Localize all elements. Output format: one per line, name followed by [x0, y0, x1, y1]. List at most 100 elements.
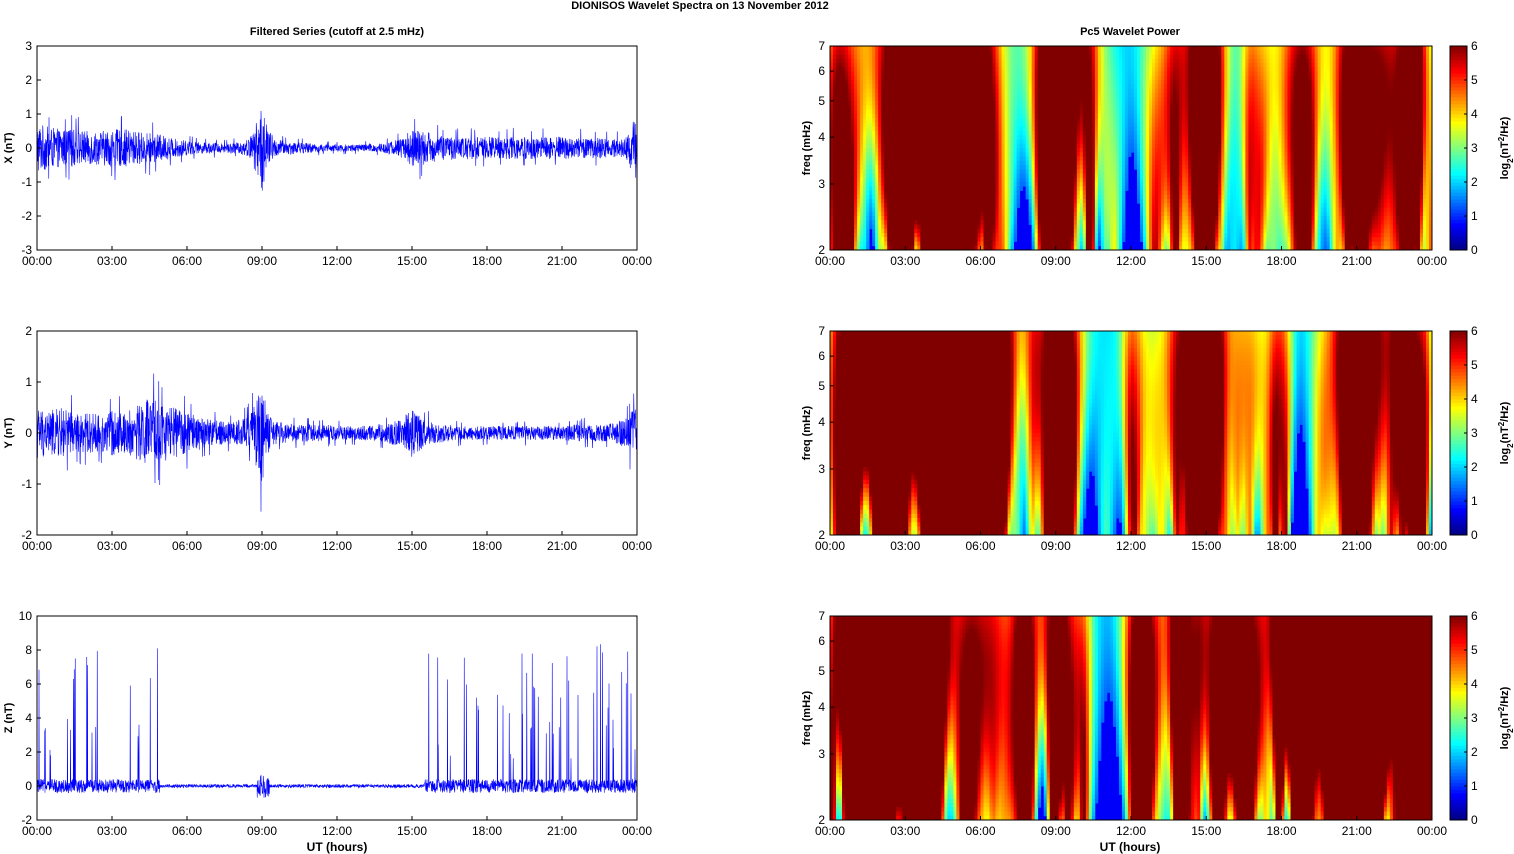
heatmap-cell: [1248, 84, 1251, 89]
heatmap-cell: [947, 46, 950, 51]
heatmap-cell: [908, 140, 911, 145]
heatmap-cell: [1420, 135, 1423, 140]
heatmap-cell: [878, 76, 881, 81]
heatmap-cell: [1098, 123, 1101, 128]
heatmap-cell: [1143, 55, 1146, 60]
heatmap-cell: [959, 131, 962, 136]
heatmap-cell: [987, 140, 990, 145]
heatmap-cell: [1411, 93, 1414, 98]
heatmap-cell: [836, 89, 839, 94]
heatmap-cell: [1023, 80, 1026, 85]
heatmap-cell: [1137, 67, 1140, 72]
heatmap-cell: [1224, 76, 1227, 81]
heatmap-cell: [1071, 50, 1074, 55]
heatmap-cell: [1077, 93, 1080, 98]
heatmap-cell: [1134, 80, 1137, 85]
heatmap-cell: [1005, 144, 1008, 149]
heatmap-cell: [878, 93, 881, 98]
heatmap-cell: [1152, 131, 1155, 136]
heatmap-cell: [1164, 72, 1167, 77]
heatmap-cell: [1200, 67, 1203, 72]
heatmap-cell: [1206, 67, 1209, 72]
heatmap-cell: [914, 84, 917, 89]
heatmap-cell: [848, 148, 851, 153]
heatmap-cell: [1254, 127, 1257, 132]
heatmap-cell: [1230, 50, 1233, 55]
heatmap-cell: [1345, 80, 1348, 85]
heatmap-cell: [929, 131, 932, 136]
heatmap-cell: [842, 76, 845, 81]
heatmap-cell: [932, 140, 935, 145]
heatmap-cell: [1411, 131, 1414, 136]
heatmap-cell: [1143, 59, 1146, 64]
heatmap-cell: [1288, 140, 1291, 145]
heatmap-cell: [917, 135, 920, 140]
heatmap-cell: [1170, 67, 1173, 72]
heatmap-cell: [990, 67, 993, 72]
heatmap-cell: [833, 76, 836, 81]
heatmap-cell: [1122, 89, 1125, 94]
heatmap-cell: [1203, 46, 1206, 51]
heatmap-cell: [1182, 55, 1185, 60]
heatmap-cell: [1092, 76, 1095, 81]
heatmap-cell: [974, 127, 977, 132]
heatmap-cell: [1035, 110, 1038, 115]
heatmap-cell: [932, 93, 935, 98]
heatmap-cell: [990, 131, 993, 136]
heatmap-cell: [1134, 127, 1137, 132]
heatmap-cell: [950, 63, 953, 68]
heatmap-cell: [881, 118, 884, 123]
heatmap-cell: [1050, 89, 1053, 94]
heatmap-cell: [1200, 76, 1203, 81]
heatmap-cell: [938, 123, 941, 128]
heatmap-cell: [1315, 46, 1318, 51]
heatmap-cell: [1164, 46, 1167, 51]
heatmap-cell: [1200, 63, 1203, 68]
heatmap-cell: [1378, 93, 1381, 98]
heatmap-cell: [962, 127, 965, 132]
heatmap-cell: [1269, 84, 1272, 89]
heatmap-cell: [905, 50, 908, 55]
heatmap-cell: [1044, 114, 1047, 119]
heatmap-cell: [1354, 93, 1357, 98]
heatmap-cell: [1363, 97, 1366, 102]
heatmap-cell: [1254, 72, 1257, 77]
heatmap-cell: [836, 114, 839, 119]
heatmap-cell: [990, 46, 993, 51]
heatmap-cell: [996, 97, 999, 102]
heatmap-cell: [1083, 76, 1086, 81]
heatmap-cell: [1300, 97, 1303, 102]
heatmap-cell: [1212, 59, 1215, 64]
heatmap-cell: [1110, 118, 1113, 123]
heatmap-cell: [1324, 106, 1327, 111]
heatmap-cell: [1161, 123, 1164, 128]
heatmap-cell: [953, 140, 956, 145]
heatmap-cell: [1080, 76, 1083, 81]
heatmap-cell: [1396, 67, 1399, 72]
heatmap-cell: [1164, 144, 1167, 149]
heatmap-cell: [1411, 76, 1414, 81]
heatmap-cell: [1119, 106, 1122, 111]
heatmap-cell: [1426, 140, 1429, 145]
heatmap-cell: [851, 118, 854, 123]
heatmap-cell: [914, 76, 917, 81]
heatmap-cell: [1306, 144, 1309, 149]
heatmap-cell: [1227, 101, 1230, 106]
heatmap-cell: [1029, 144, 1032, 149]
heatmap-cell: [860, 63, 863, 68]
heatmap-cell: [902, 101, 905, 106]
heatmap-cell: [1363, 84, 1366, 89]
heatmap-cell: [929, 63, 932, 68]
heatmap-cell: [956, 106, 959, 111]
heatmap-cell: [1288, 123, 1291, 128]
heatmap-cell: [851, 46, 854, 51]
heatmap-cell: [1294, 84, 1297, 89]
heatmap-cell: [905, 67, 908, 72]
heatmap-cell: [1297, 46, 1300, 51]
heatmap-cell: [1035, 93, 1038, 98]
heatmap-cell: [1002, 110, 1005, 115]
heatmap-cell: [987, 50, 990, 55]
heatmap-cell: [1348, 50, 1351, 55]
heatmap-cell: [1164, 127, 1167, 132]
heatmap-cell: [1083, 93, 1086, 98]
